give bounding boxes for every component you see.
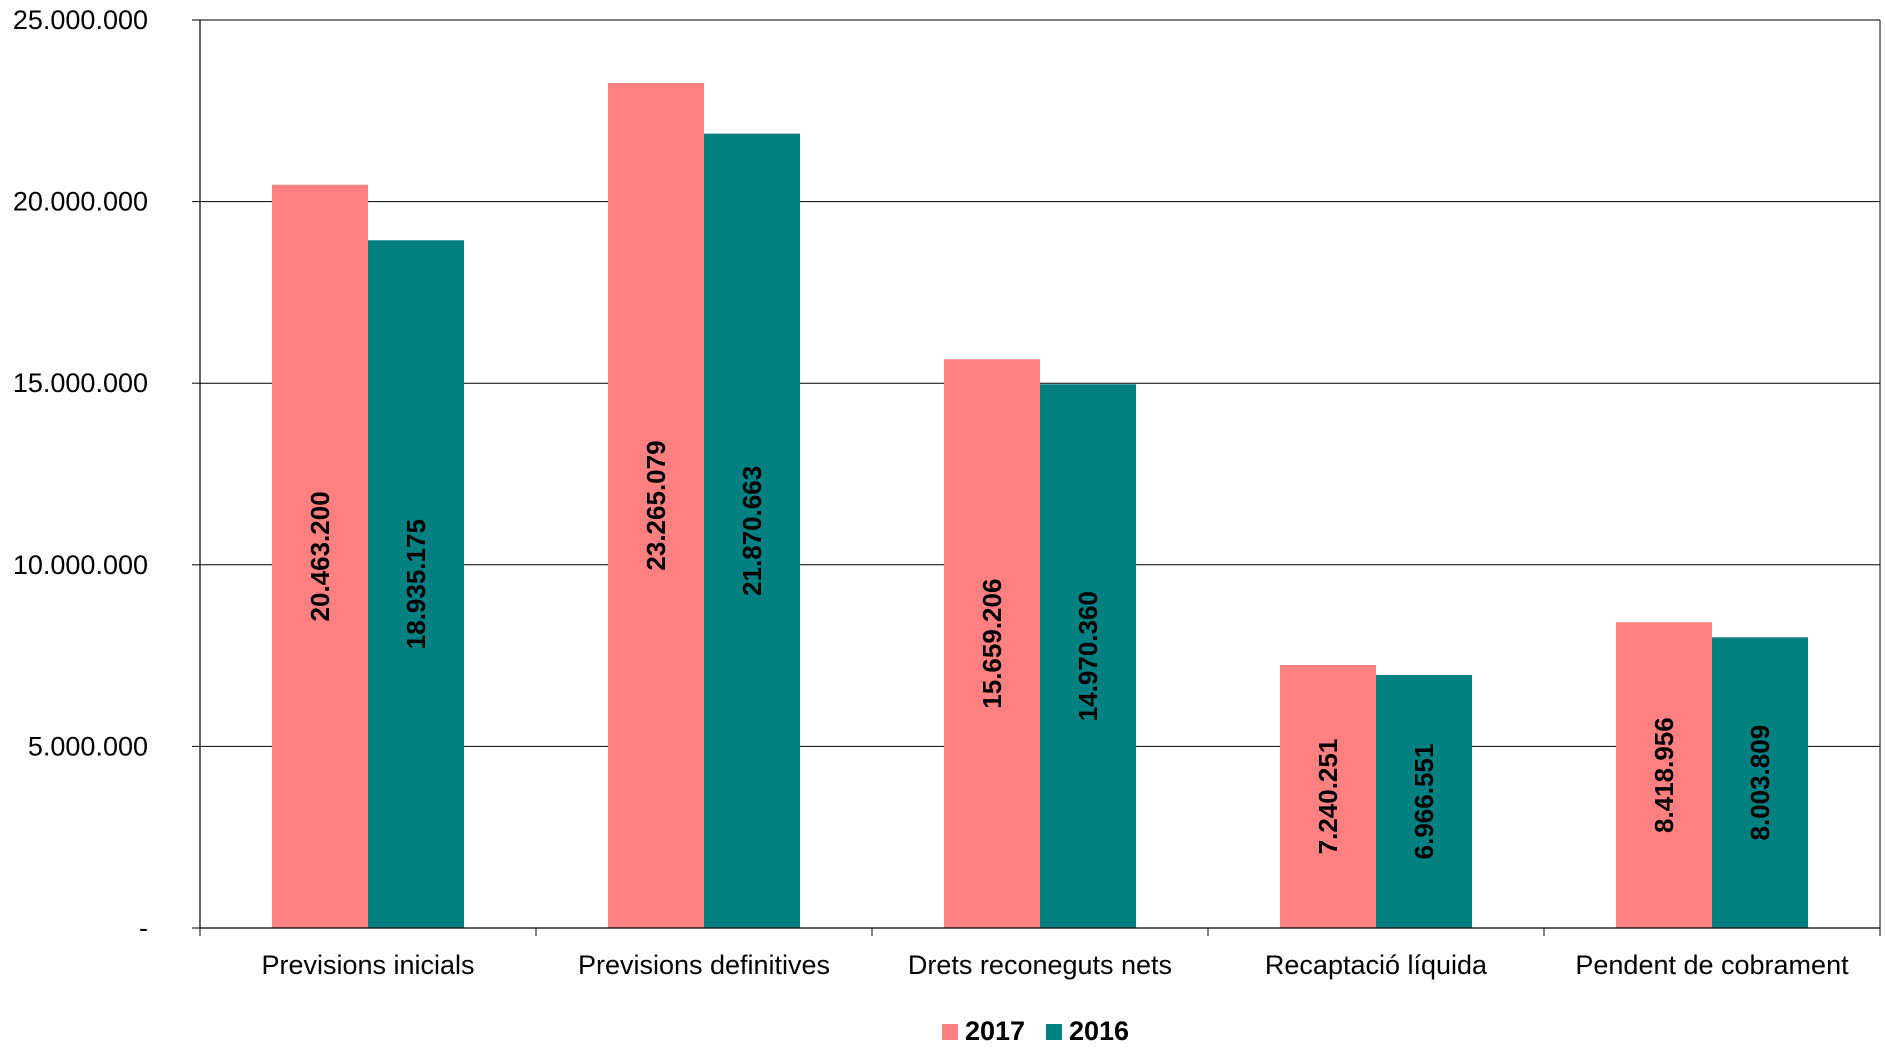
bar-2016 bbox=[1712, 637, 1808, 928]
data-label: 6.966.551 bbox=[1409, 744, 1439, 860]
axes: - 5.000.000 10.000.000 15.000.000 20.000.000… bbox=[13, 5, 1881, 980]
y-tick-label: 10.000.000 bbox=[13, 550, 148, 580]
bar-2016 bbox=[1376, 674, 1472, 928]
legend-label: 2016 bbox=[1069, 1016, 1129, 1046]
bars bbox=[272, 83, 1808, 929]
x-tick-label: Pendent de cobrament bbox=[1575, 950, 1849, 980]
y-tick-label: 5.000.000 bbox=[28, 731, 148, 761]
bar-2017 bbox=[944, 359, 1040, 928]
x-tick-label: Recaptació líquida bbox=[1265, 950, 1488, 980]
data-label: 21.870.663 bbox=[737, 466, 767, 596]
y-tick-label: 25.000.000 bbox=[13, 5, 148, 35]
data-label: 23.265.079 bbox=[641, 440, 671, 570]
legend: 2017 2016 bbox=[942, 1016, 1129, 1046]
data-label: 14.970.360 bbox=[1073, 591, 1103, 721]
y-tick-label: - bbox=[139, 913, 148, 943]
bar-2016 bbox=[1040, 384, 1136, 929]
data-label: 8.418.956 bbox=[1649, 717, 1679, 833]
bar-2016 bbox=[368, 240, 464, 929]
y-tick-label: 15.000.000 bbox=[13, 368, 148, 398]
bar-2017 bbox=[1616, 622, 1712, 928]
data-labels: 20.463.200 18.935.175 23.265.079 21.870.663… bbox=[305, 440, 1775, 859]
bar-2017 bbox=[272, 184, 368, 928]
data-label: 7.240.251 bbox=[1313, 739, 1343, 855]
data-label: 8.003.809 bbox=[1745, 725, 1775, 841]
data-label: 20.463.200 bbox=[305, 491, 335, 621]
data-label: 18.935.175 bbox=[401, 519, 431, 649]
x-tick-label: Previsions definitives bbox=[578, 950, 830, 980]
bar-2016 bbox=[704, 133, 800, 928]
legend-label: 2017 bbox=[965, 1016, 1025, 1046]
bar-2017 bbox=[608, 83, 704, 928]
x-tick-label: Drets reconeguts nets bbox=[908, 950, 1172, 980]
bar-2017 bbox=[1280, 665, 1376, 928]
y-tick-label: 20.000.000 bbox=[13, 187, 148, 217]
legend-swatch-2017 bbox=[942, 1024, 958, 1040]
legend-swatch-2016 bbox=[1046, 1024, 1062, 1040]
data-label: 15.659.206 bbox=[977, 579, 1007, 709]
x-tick-label: Previsions inicials bbox=[261, 950, 474, 980]
